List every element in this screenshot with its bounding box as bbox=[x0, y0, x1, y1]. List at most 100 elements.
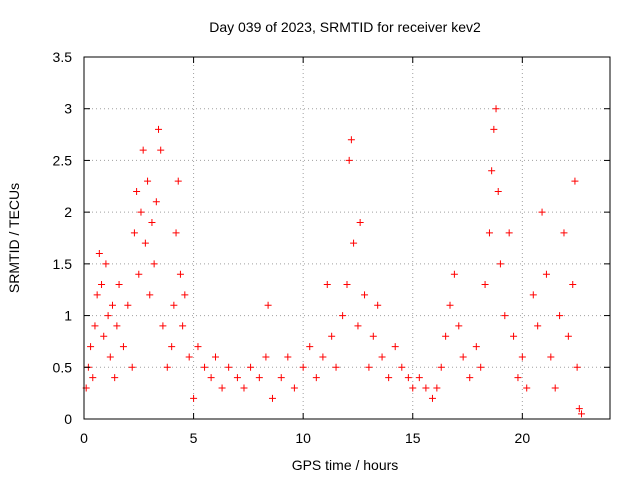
x-axis-label: GPS time / hours bbox=[292, 457, 399, 473]
data-point bbox=[225, 363, 233, 371]
data-point bbox=[119, 343, 127, 351]
data-point bbox=[306, 343, 314, 351]
data-point bbox=[551, 384, 559, 392]
data-point bbox=[152, 198, 160, 206]
data-point bbox=[455, 322, 463, 330]
data-point bbox=[89, 374, 97, 382]
data-point bbox=[113, 322, 121, 330]
data-point bbox=[262, 353, 270, 361]
y-tick-label: 2.5 bbox=[53, 152, 73, 168]
data-point bbox=[477, 363, 485, 371]
data-point bbox=[179, 322, 187, 330]
data-point bbox=[369, 332, 377, 340]
data-point bbox=[157, 146, 165, 154]
data-point bbox=[398, 363, 406, 371]
data-point bbox=[490, 125, 498, 133]
data-point bbox=[446, 301, 454, 309]
data-point bbox=[148, 218, 156, 226]
data-point bbox=[534, 322, 542, 330]
data-point bbox=[312, 374, 320, 382]
data-point bbox=[415, 374, 423, 382]
data-point bbox=[328, 332, 336, 340]
data-point bbox=[501, 312, 509, 320]
data-point bbox=[422, 384, 430, 392]
data-point bbox=[108, 301, 116, 309]
data-point bbox=[174, 177, 182, 185]
data-point bbox=[201, 363, 209, 371]
data-point bbox=[284, 353, 292, 361]
data-point bbox=[514, 374, 522, 382]
data-point bbox=[146, 291, 154, 299]
data-point bbox=[496, 260, 504, 268]
data-point bbox=[91, 322, 99, 330]
data-point bbox=[356, 218, 364, 226]
data-point bbox=[268, 394, 276, 402]
data-point bbox=[437, 363, 445, 371]
data-point bbox=[185, 353, 193, 361]
data-point bbox=[141, 239, 149, 247]
data-point bbox=[277, 374, 285, 382]
data-point bbox=[106, 353, 114, 361]
data-point bbox=[409, 384, 417, 392]
data-point bbox=[433, 384, 441, 392]
data-point bbox=[159, 322, 167, 330]
data-point bbox=[542, 270, 550, 278]
data-point bbox=[510, 332, 518, 340]
data-point bbox=[374, 301, 382, 309]
data-point bbox=[485, 229, 493, 237]
data-point bbox=[128, 363, 136, 371]
data-point bbox=[264, 301, 272, 309]
data-point bbox=[299, 363, 307, 371]
tick-labels-layer: 0 5 10 15 20 0 0.5 1 1.5 2 2.5 3 3.5 bbox=[53, 49, 531, 446]
data-point bbox=[523, 384, 531, 392]
data-point bbox=[135, 270, 143, 278]
data-point bbox=[87, 343, 95, 351]
y-axis-label: SRMTID / TECUs bbox=[6, 183, 22, 293]
x-tick-label: 0 bbox=[80, 430, 88, 446]
y-tick-label: 0.5 bbox=[53, 359, 73, 375]
data-point bbox=[181, 291, 189, 299]
data-point bbox=[343, 281, 351, 289]
y-tick-label: 3 bbox=[64, 101, 72, 117]
data-point bbox=[560, 229, 568, 237]
data-point bbox=[345, 156, 353, 164]
data-point bbox=[472, 343, 480, 351]
data-point bbox=[170, 301, 178, 309]
data-point bbox=[95, 250, 103, 258]
data-point bbox=[144, 177, 152, 185]
data-point bbox=[459, 353, 467, 361]
data-point bbox=[133, 187, 141, 195]
data-point bbox=[347, 136, 355, 144]
data-point bbox=[556, 312, 564, 320]
data-points-layer bbox=[82, 105, 586, 418]
data-point bbox=[319, 353, 327, 361]
data-point bbox=[130, 229, 138, 237]
data-point bbox=[194, 343, 202, 351]
data-point bbox=[578, 410, 586, 418]
data-point bbox=[492, 105, 500, 113]
data-point bbox=[391, 343, 399, 351]
data-point bbox=[365, 363, 373, 371]
data-point bbox=[481, 281, 489, 289]
data-point bbox=[100, 332, 108, 340]
data-point bbox=[538, 208, 546, 216]
data-point bbox=[494, 187, 502, 195]
data-point bbox=[571, 177, 579, 185]
x-tick-label: 10 bbox=[295, 430, 311, 446]
data-point bbox=[255, 374, 263, 382]
data-point bbox=[93, 291, 101, 299]
data-point bbox=[190, 394, 198, 402]
y-tick-label: 3.5 bbox=[53, 49, 73, 65]
data-point bbox=[102, 260, 110, 268]
data-point bbox=[575, 405, 583, 413]
data-point bbox=[155, 125, 163, 133]
x-tick-label: 15 bbox=[405, 430, 421, 446]
y-tick-label: 1 bbox=[64, 308, 72, 324]
y-tick-label: 0 bbox=[64, 411, 72, 427]
data-point bbox=[290, 384, 298, 392]
data-point bbox=[137, 208, 145, 216]
data-point bbox=[350, 239, 358, 247]
data-point bbox=[361, 291, 369, 299]
